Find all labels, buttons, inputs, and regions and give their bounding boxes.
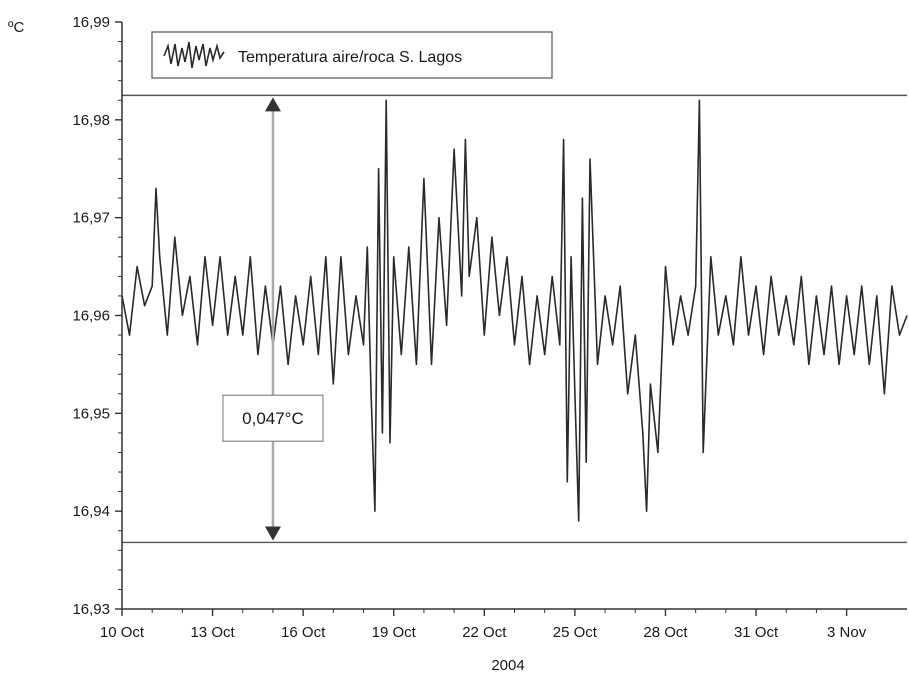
y-ticks: 16,93 16,94 16,95 16,96 16,97 16,98 16,99	[72, 14, 122, 618]
x-tick-label: 13 Oct	[190, 624, 235, 641]
x-tick-label: 31 Oct	[734, 624, 779, 641]
y-tick-label: 16,99	[72, 14, 110, 31]
y-tick-label: 16,96	[72, 308, 110, 325]
x-tick-label: 22 Oct	[462, 624, 507, 641]
x-ticks: 10 Oct 13 Oct 16 Oct 19 Oct 22 Oct 25 Oct 28 O…	[100, 609, 867, 641]
x-tick-label: 3 Nov	[827, 624, 867, 641]
x-tick-label: 25 Oct	[553, 624, 598, 641]
x-tick-label: 16 Oct	[281, 624, 326, 641]
series-line	[121, 99, 908, 522]
reference-lines	[122, 94, 907, 544]
legend: Temperatura aire/roca S. Lagos	[151, 31, 553, 79]
x-tick-label: 19 Oct	[372, 624, 417, 641]
annotation-box	[222, 394, 324, 442]
y-axis-label: ºC	[8, 19, 24, 36]
x-tick-label: 28 Oct	[643, 624, 688, 641]
annotation-arrow-up-icon	[264, 97, 281, 112]
y-tick-label: 16,94	[72, 503, 110, 520]
y-tick-label: 16,97	[72, 210, 110, 227]
series-layer	[121, 99, 908, 522]
y-tick-label: 16,98	[72, 112, 110, 129]
legend-entry-label: Temperatura aire/roca S. Lagos	[238, 49, 462, 66]
annotation-arrow-down-icon	[264, 526, 281, 541]
legend-swatch-icon	[163, 41, 225, 69]
legend-swatch-line	[163, 41, 225, 69]
x-axis-label: 2004	[491, 657, 524, 674]
range-annotation: 0,047°C	[222, 97, 324, 541]
x-tick-label: 10 Oct	[100, 624, 145, 641]
annotation-label: 0,047°C	[242, 409, 304, 428]
y-tick-label: 16,95	[72, 405, 110, 422]
y-tick-label: 16,93	[72, 601, 110, 618]
